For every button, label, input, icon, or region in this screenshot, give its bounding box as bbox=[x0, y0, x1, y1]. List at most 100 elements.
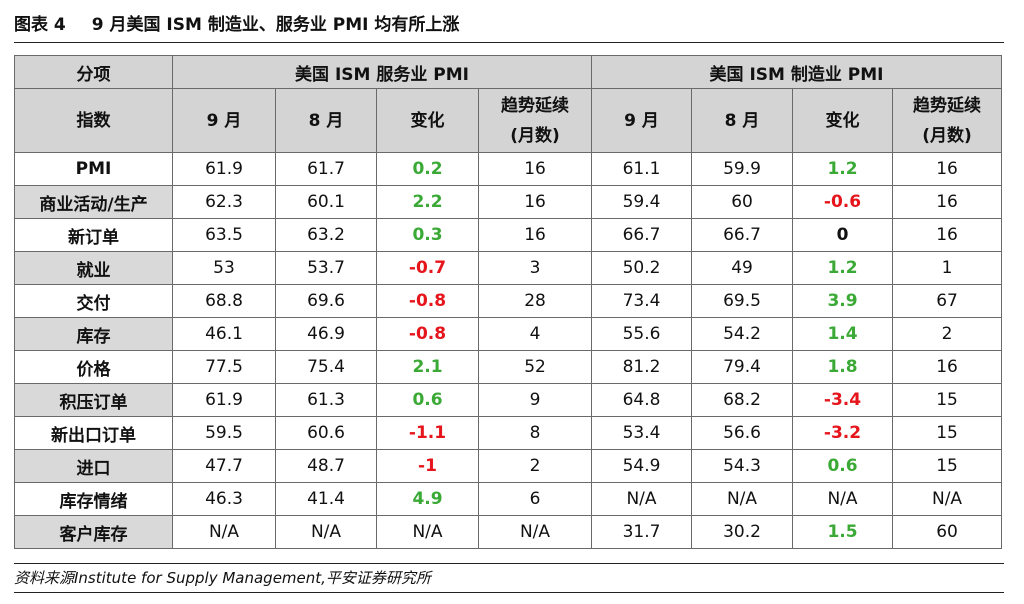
mfg-aug-value: 49 bbox=[691, 251, 794, 285]
mfg-sep-value: 61.1 bbox=[591, 152, 693, 186]
header-category: 分项 bbox=[14, 55, 173, 89]
services-trend-value: 16 bbox=[477, 185, 593, 219]
mfg-trend-value: 15 bbox=[892, 383, 1003, 417]
services-trend-value: 4 bbox=[477, 317, 593, 351]
figure-title: 图表 4 9 月美国 ISM 制造业、服务业 PMI 均有所上涨 bbox=[14, 12, 1004, 38]
services-change-value: 0.3 bbox=[376, 218, 479, 252]
mfg-sep-value: 53.4 bbox=[591, 416, 693, 450]
services-change-value: N/A bbox=[376, 515, 479, 549]
services-trend-value: 8 bbox=[477, 416, 593, 450]
table-row: 积压订单 61.9 61.3 0.6 9 64.8 68.2 -3.4 15 bbox=[14, 383, 1003, 417]
mfg-trend-value: N/A bbox=[892, 482, 1003, 516]
bottom-rule-upper bbox=[14, 563, 1004, 564]
services-change-value: -0.7 bbox=[376, 251, 479, 285]
table-row: 进口 47.7 48.7 -1 2 54.9 54.3 0.6 15 bbox=[14, 449, 1003, 483]
mfg-change-value: 3.9 bbox=[792, 284, 894, 318]
header-mfg-change: 变化 bbox=[792, 88, 894, 153]
trend-line1: 趋势延续 bbox=[913, 95, 982, 116]
row-label: 商业活动/生产 bbox=[14, 185, 173, 219]
row-label: 客户库存 bbox=[14, 515, 173, 549]
table-row: 库存 46.1 46.9 -0.8 4 55.6 54.2 1.4 2 bbox=[14, 317, 1003, 351]
services-sep-value: 77.5 bbox=[172, 350, 276, 384]
services-sep-value: N/A bbox=[172, 515, 276, 549]
mfg-sep-value: 81.2 bbox=[591, 350, 693, 384]
mfg-sep-value: 66.7 bbox=[591, 218, 693, 252]
mfg-aug-value: 60 bbox=[691, 185, 794, 219]
services-aug-value: 48.7 bbox=[275, 449, 377, 483]
services-change-value: 2.2 bbox=[376, 185, 479, 219]
mfg-sep-value: 31.7 bbox=[591, 515, 693, 549]
mfg-trend-value: 16 bbox=[892, 185, 1003, 219]
mfg-trend-value: 15 bbox=[892, 416, 1003, 450]
mfg-sep-value: 54.9 bbox=[591, 449, 693, 483]
mfg-trend-value: 67 bbox=[892, 284, 1003, 318]
row-label: 新订单 bbox=[14, 218, 173, 252]
bottom-rule-lower bbox=[14, 592, 1004, 593]
services-trend-value: 9 bbox=[477, 383, 593, 417]
services-sep-value: 53 bbox=[172, 251, 276, 285]
table-row: 库存情绪 46.3 41.4 4.9 6 N/A N/A N/A N/A bbox=[14, 482, 1003, 516]
row-label: 就业 bbox=[14, 251, 173, 285]
services-sep-value: 68.8 bbox=[172, 284, 276, 318]
mfg-sep-value: 55.6 bbox=[591, 317, 693, 351]
mfg-sep-value: 50.2 bbox=[591, 251, 693, 285]
services-aug-value: 63.2 bbox=[275, 218, 377, 252]
mfg-trend-value: 16 bbox=[892, 350, 1003, 384]
mfg-aug-value: 79.4 bbox=[691, 350, 794, 384]
trend-line1: 趋势延续 bbox=[501, 95, 569, 116]
trend-line2: (月数) bbox=[922, 125, 972, 146]
table-row: 商业活动/生产 62.3 60.1 2.2 16 59.4 60 -0.6 16 bbox=[14, 185, 1003, 219]
row-label: 积压订单 bbox=[14, 383, 173, 417]
table-row: PMI 61.9 61.7 0.2 16 61.1 59.9 1.2 16 bbox=[14, 152, 1003, 186]
services-change-value: -1 bbox=[376, 449, 479, 483]
table-row: 新订单 63.5 63.2 0.3 16 66.7 66.7 0 16 bbox=[14, 218, 1003, 252]
header-services-sep: 9 月 bbox=[172, 88, 276, 153]
header-row-sub: 指数 9 月 8 月 变化 趋势延续 (月数) 9 月 8 月 变化 趋势延续 (月… bbox=[14, 88, 1003, 153]
services-change-value: 0.2 bbox=[376, 152, 479, 186]
mfg-sep-value: N/A bbox=[591, 482, 693, 516]
mfg-aug-value: N/A bbox=[691, 482, 794, 516]
table-row: 新出口订单 59.5 60.6 -1.1 8 53.4 56.6 -3.2 15 bbox=[14, 416, 1003, 450]
services-aug-value: 69.6 bbox=[275, 284, 377, 318]
header-services-change: 变化 bbox=[376, 88, 479, 153]
mfg-aug-value: 66.7 bbox=[691, 218, 794, 252]
figure-title-text: 9 月美国 ISM 制造业、服务业 PMI 均有所上涨 bbox=[91, 15, 460, 35]
mfg-aug-value: 56.6 bbox=[691, 416, 794, 450]
row-label: 交付 bbox=[14, 284, 173, 318]
mfg-trend-value: 1 bbox=[892, 251, 1003, 285]
services-sep-value: 46.1 bbox=[172, 317, 276, 351]
mfg-change-value: -3.2 bbox=[792, 416, 894, 450]
services-aug-value: 60.1 bbox=[275, 185, 377, 219]
row-label: 库存 bbox=[14, 317, 173, 351]
services-sep-value: 47.7 bbox=[172, 449, 276, 483]
mfg-sep-value: 73.4 bbox=[591, 284, 693, 318]
services-sep-value: 46.3 bbox=[172, 482, 276, 516]
table-row: 价格 77.5 75.4 2.1 52 81.2 79.4 1.8 16 bbox=[14, 350, 1003, 384]
services-trend-value: 2 bbox=[477, 449, 593, 483]
services-trend-value: N/A bbox=[477, 515, 593, 549]
services-sep-value: 63.5 bbox=[172, 218, 276, 252]
mfg-change-value: 1.5 bbox=[792, 515, 894, 549]
header-manufacturing: 美国 ISM 制造业 PMI bbox=[591, 55, 1003, 89]
services-aug-value: 61.3 bbox=[275, 383, 377, 417]
top-rule bbox=[14, 42, 1004, 43]
figure-label: 图表 4 bbox=[14, 15, 66, 35]
mfg-change-value: -0.6 bbox=[792, 185, 894, 219]
services-sep-value: 59.5 bbox=[172, 416, 276, 450]
mfg-aug-value: 30.2 bbox=[691, 515, 794, 549]
services-sep-value: 61.9 bbox=[172, 152, 276, 186]
header-row-top: 分项 美国 ISM 服务业 PMI 美国 ISM 制造业 PMI bbox=[14, 55, 1003, 89]
mfg-change-value: 0.6 bbox=[792, 449, 894, 483]
services-trend-value: 16 bbox=[477, 152, 593, 186]
services-aug-value: 41.4 bbox=[275, 482, 377, 516]
services-aug-value: 53.7 bbox=[275, 251, 377, 285]
services-trend-value: 28 bbox=[477, 284, 593, 318]
mfg-trend-value: 16 bbox=[892, 152, 1003, 186]
mfg-sep-value: 64.8 bbox=[591, 383, 693, 417]
services-sep-value: 62.3 bbox=[172, 185, 276, 219]
services-trend-value: 3 bbox=[477, 251, 593, 285]
header-index: 指数 bbox=[14, 88, 173, 153]
mfg-change-value: N/A bbox=[792, 482, 894, 516]
services-change-value: 4.9 bbox=[376, 482, 479, 516]
row-label: 进口 bbox=[14, 449, 173, 483]
